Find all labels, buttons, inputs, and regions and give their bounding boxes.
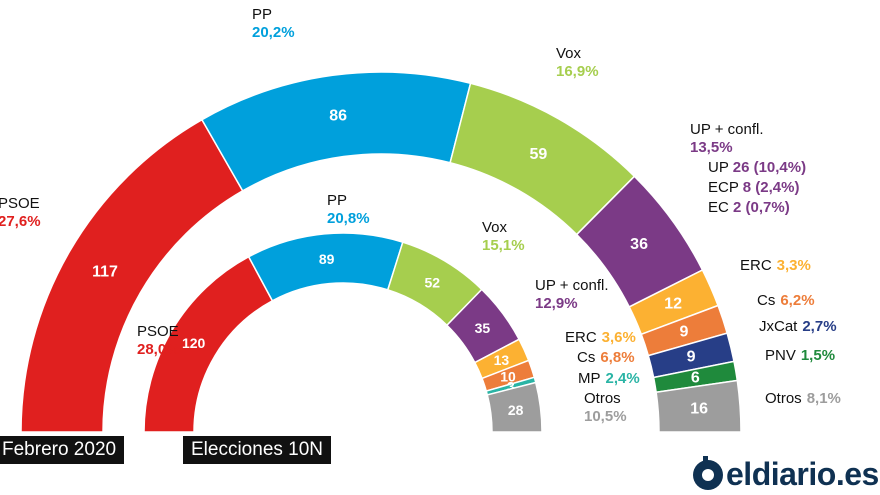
seat-count-0-1: 86	[329, 107, 347, 124]
seat-count-1-1: 89	[319, 251, 335, 267]
party-label-0-6: JxCat 2,7%	[759, 318, 837, 335]
seat-count-0-3: 36	[630, 236, 648, 253]
arc-segment-1-pp	[247, 232, 404, 302]
party-label-1-2: Vox 15,1%	[482, 219, 525, 254]
seat-count-0-8: 16	[690, 401, 708, 418]
party-label-0-3: UP + confl. 13,5%	[690, 121, 764, 156]
seat-count-1-4: 13	[494, 352, 510, 368]
party-label-1-1: PP 20,8%	[327, 192, 370, 227]
arc-segment-0-psoe	[20, 118, 244, 433]
party-label-0-8: Otros 8,1%	[765, 390, 841, 407]
up-sub-up: UP 26 (10,4%)	[708, 159, 806, 176]
party-label-1-0: PSOE 28,0%	[137, 323, 180, 358]
seat-count-0-5: 9	[679, 324, 688, 341]
eldiario-logo: eldiario.es	[690, 454, 879, 494]
party-label-0-4: ERC 3,3%	[740, 257, 811, 274]
seat-count-1-6: 3	[507, 378, 515, 394]
party-label-0-0: PSOE 27,6%	[0, 195, 41, 230]
seat-count-0-7: 6	[691, 369, 700, 386]
seat-count-1-2: 52	[424, 275, 440, 291]
seat-count-1-5: 10	[500, 369, 516, 385]
outer-chart-title: Febrero 2020	[0, 436, 125, 464]
arc-segment-0-otros	[655, 379, 742, 433]
seat-count-0-0: 117	[92, 264, 118, 281]
party-label-0-5: Cs 6,2%	[757, 292, 815, 309]
party-label-0-7: PNV 1,5%	[765, 347, 835, 364]
inner-chart-title: Elecciones 10N	[183, 436, 332, 464]
party-label-1-3: UP + confl. 12,9%	[535, 277, 609, 312]
up-sub-ec: EC 2 (0,7%)	[708, 199, 790, 216]
party-label-1-6: MP 2,4%	[578, 370, 640, 387]
party-label-1-4: ERC 3,6%	[565, 329, 636, 346]
seat-count-1-0: 120	[182, 335, 206, 351]
party-label-0-1: PP 20,2%	[252, 6, 295, 41]
seat-count-0-6: 9	[687, 348, 696, 365]
seat-count-0-4: 12	[664, 295, 682, 312]
up-sub-ecp: ECP 8 (2,4%)	[708, 179, 799, 196]
seat-count-1-7: 28	[508, 402, 524, 418]
arc-segment-0-pp	[200, 71, 472, 192]
logo-text: eldiario.es	[726, 455, 879, 492]
arc-segment-1-otros	[486, 381, 543, 433]
seat-count-1-3: 35	[475, 320, 491, 336]
seat-count-0-2: 59	[530, 146, 548, 163]
party-label-1-5: Cs 6,8%	[577, 349, 635, 366]
eldiario-logo-icon	[693, 456, 723, 490]
party-label-0-2: Vox 16,9%	[556, 45, 599, 80]
party-label-1-7: Otros 10,5%	[584, 390, 627, 425]
